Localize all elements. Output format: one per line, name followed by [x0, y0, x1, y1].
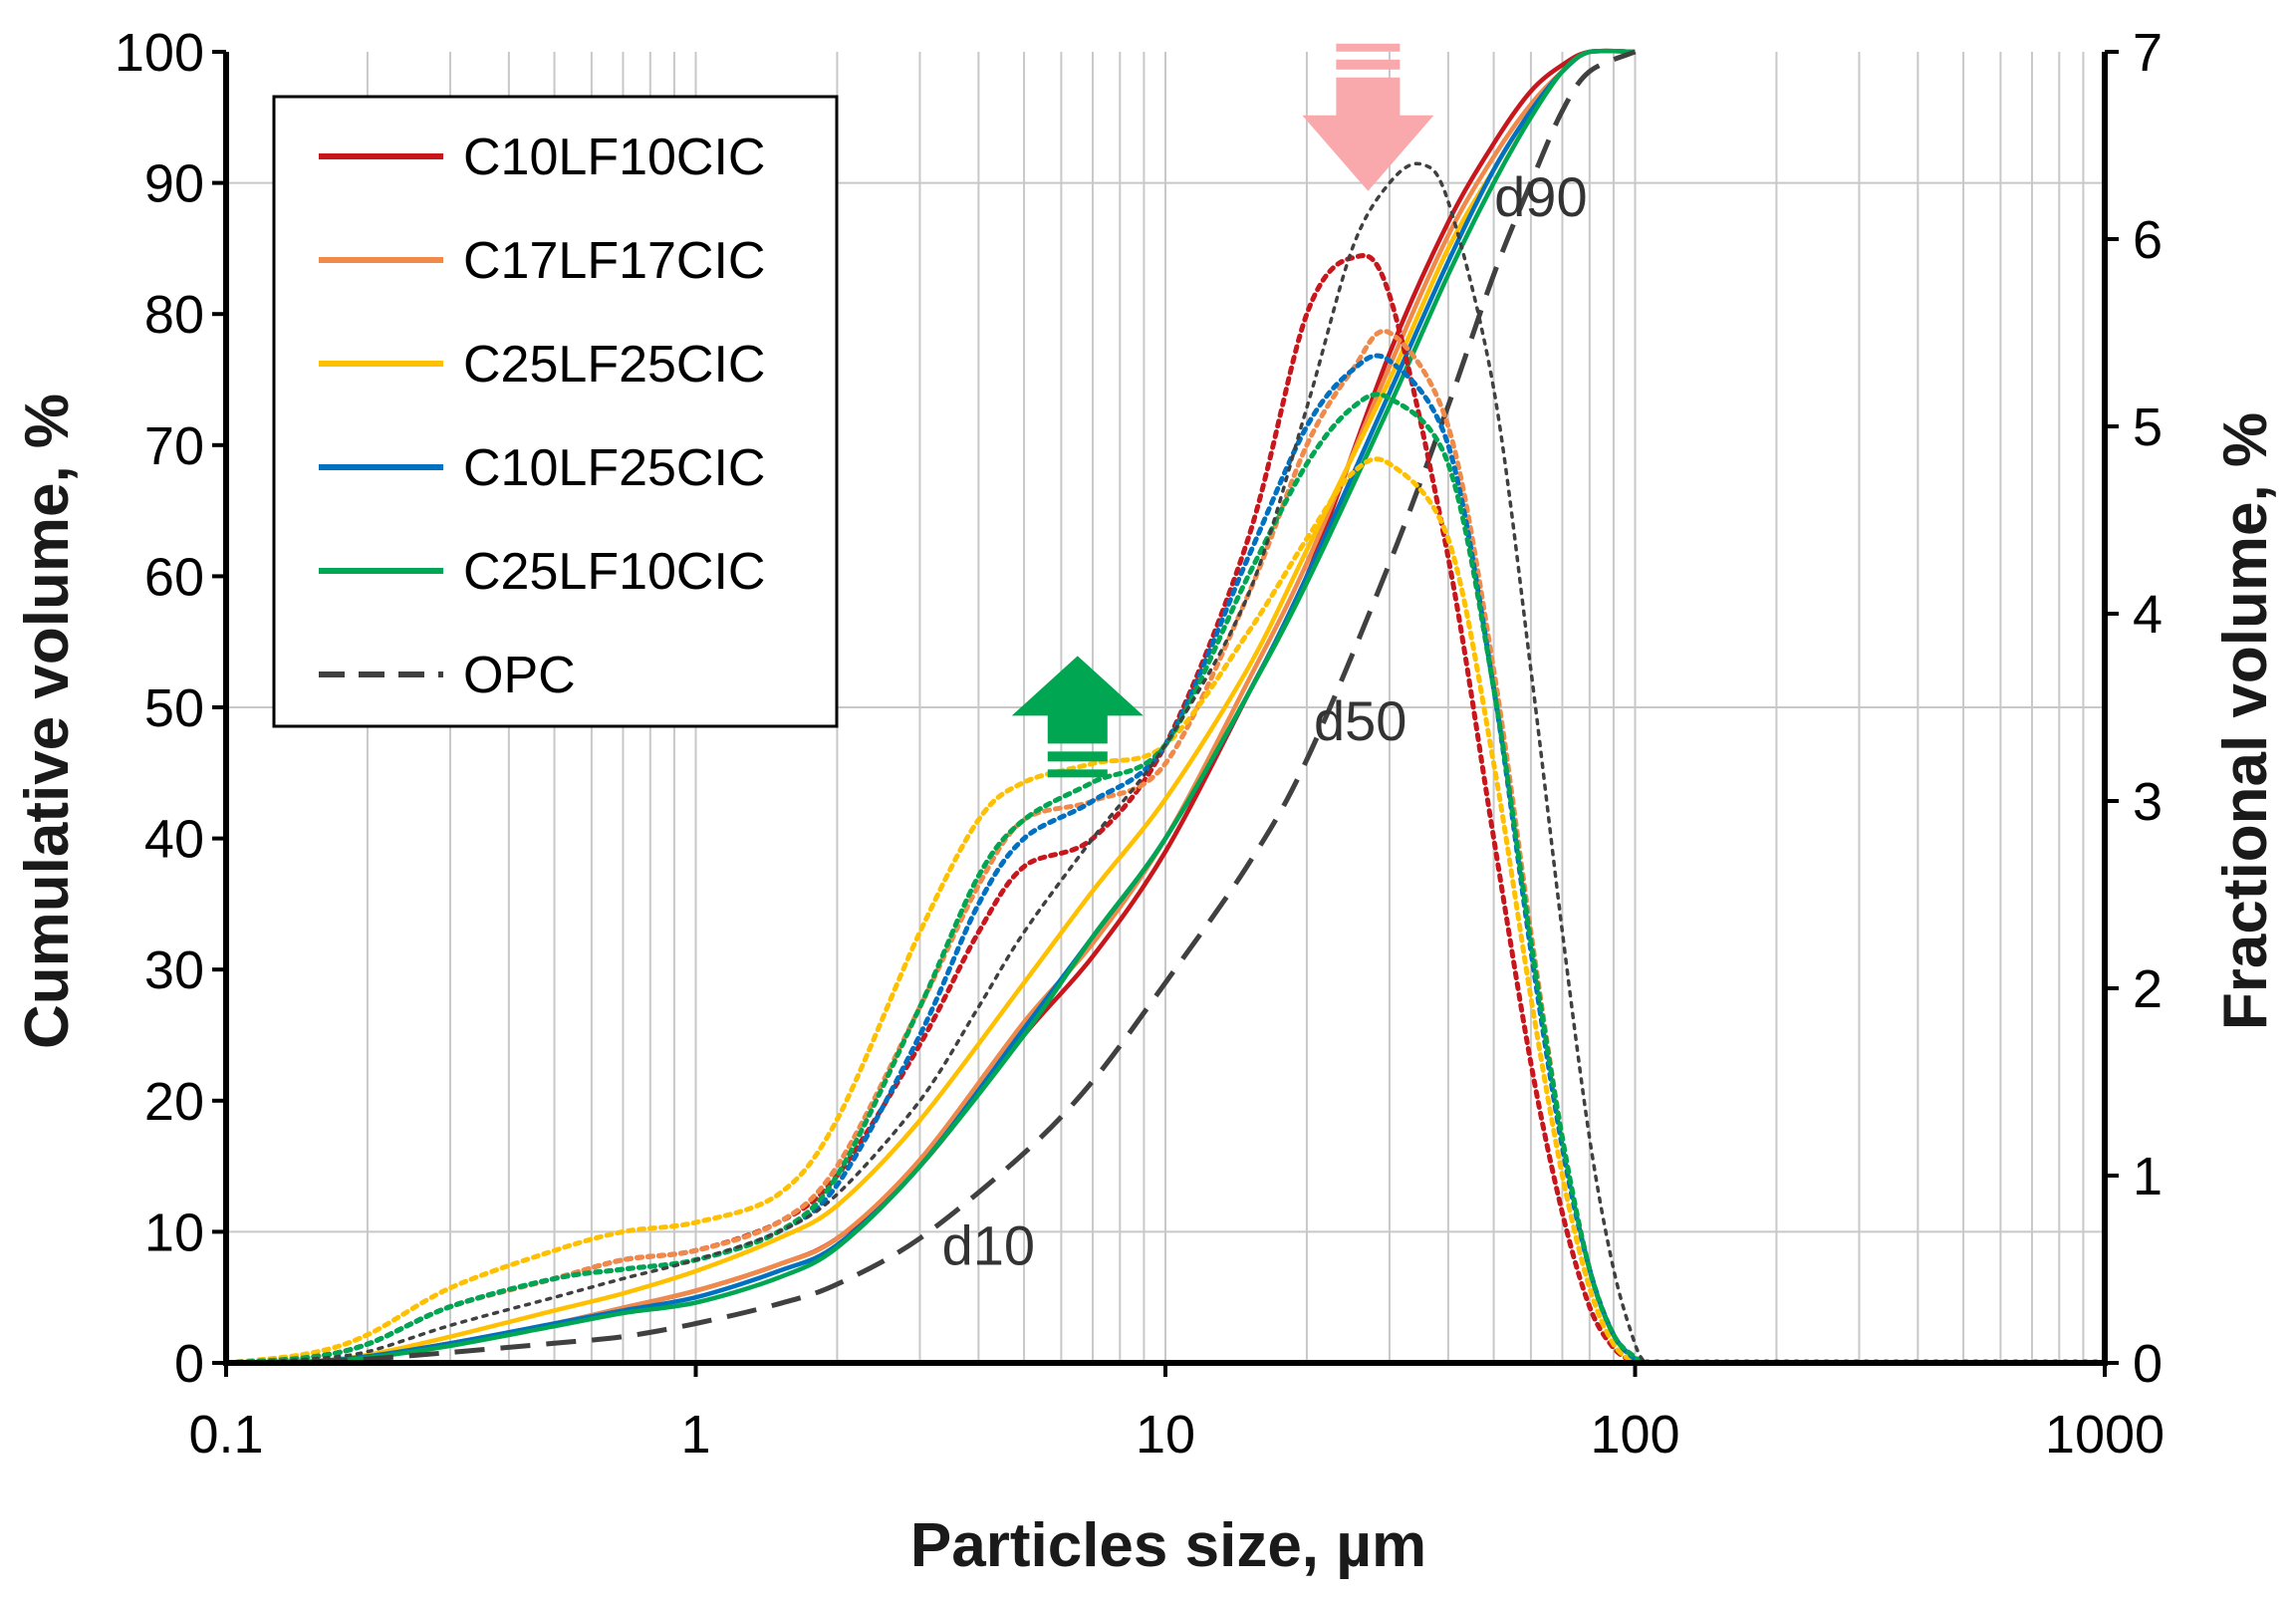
axes: [212, 50, 2119, 1377]
y-left-tick-label: 100: [115, 23, 204, 83]
y-right-tick-label: 3: [2133, 772, 2163, 832]
legend-label: OPC: [463, 647, 576, 704]
y-left-tick-label: 20: [144, 1072, 204, 1132]
annotation-d90: d90: [1494, 165, 1587, 228]
legend-box: [272, 95, 839, 728]
legend: C10LF10CIC C17LF17CIC C25LF25CIC C10LF25CIC…: [272, 95, 839, 728]
cumulative-line-opc: [225, 49, 1637, 1366]
annotation-d50: d50: [1314, 689, 1406, 752]
cumulative-line-c25lf10cic: [225, 48, 1636, 1366]
y-right-tick-label: 4: [2133, 585, 2163, 645]
arrow-down-bar: [1336, 59, 1401, 70]
y-left-tick-label: 70: [144, 416, 204, 476]
legend-label: C25LF10CIC: [463, 543, 765, 601]
y-right-tick-label: 2: [2133, 959, 2163, 1019]
y-right-tick-label: 7: [2133, 23, 2163, 83]
arrow-up-bar: [1047, 769, 1108, 778]
arrows: [1011, 43, 1434, 778]
y-left-tick-label: 10: [144, 1202, 204, 1262]
arrow-up: [1011, 656, 1144, 778]
x-axis-title: Particles size, µm: [910, 1511, 1426, 1580]
x-tick-label: 1: [680, 1405, 710, 1465]
y-left-tick-label: 30: [144, 940, 204, 1000]
legend-label: C17LF17CIC: [463, 232, 765, 290]
y-right-tick-label: 0: [2133, 1334, 2163, 1394]
x-tick-label: 1000: [2045, 1405, 2165, 1465]
y-left-tick-label: 80: [144, 285, 204, 345]
annotation-d10: d10: [942, 1214, 1035, 1277]
y-right-tick-label: 5: [2133, 398, 2163, 457]
x-tick-label: 10: [1136, 1405, 1195, 1465]
y-right-tick-label: 1: [2133, 1147, 2163, 1206]
y-right-axis-title: Fractional volume, %: [2211, 412, 2280, 1030]
y-left-tick-label: 60: [144, 547, 204, 607]
cumulative-series: [225, 48, 1637, 1366]
arrow-up-bar: [1047, 751, 1108, 762]
arrow-down-head: [1302, 77, 1434, 191]
y-left-tick-label: 50: [144, 678, 204, 738]
y-left-tick-label: 40: [144, 810, 204, 870]
fractional-line-c25lf25cic: [223, 456, 1638, 1366]
fractional-line-opc: [224, 161, 1648, 1365]
y-left-tick-label: 0: [174, 1334, 204, 1394]
tick-labels: 0.1 1 10 100 1000010203040506070809010001234…: [115, 23, 2165, 1465]
y-left-axis-title: Cumulative volume, %: [13, 394, 82, 1049]
arrow-down-bar: [1336, 43, 1401, 52]
fractional-series: [223, 161, 2105, 1366]
legend-label: C10LF25CIC: [463, 439, 765, 497]
x-tick-label: 100: [1590, 1405, 1679, 1465]
y-left-tick-label: 90: [144, 154, 204, 214]
legend-label: C25LF25CIC: [463, 336, 765, 394]
y-right-tick-label: 6: [2133, 210, 2163, 270]
arrow-up-head: [1011, 656, 1144, 744]
x-tick-label: 0.1: [188, 1405, 263, 1465]
legend-label: C10LF10CIC: [463, 129, 765, 186]
arrow-down: [1302, 43, 1434, 191]
annotations: d10 d50 d90: [942, 165, 1588, 1277]
